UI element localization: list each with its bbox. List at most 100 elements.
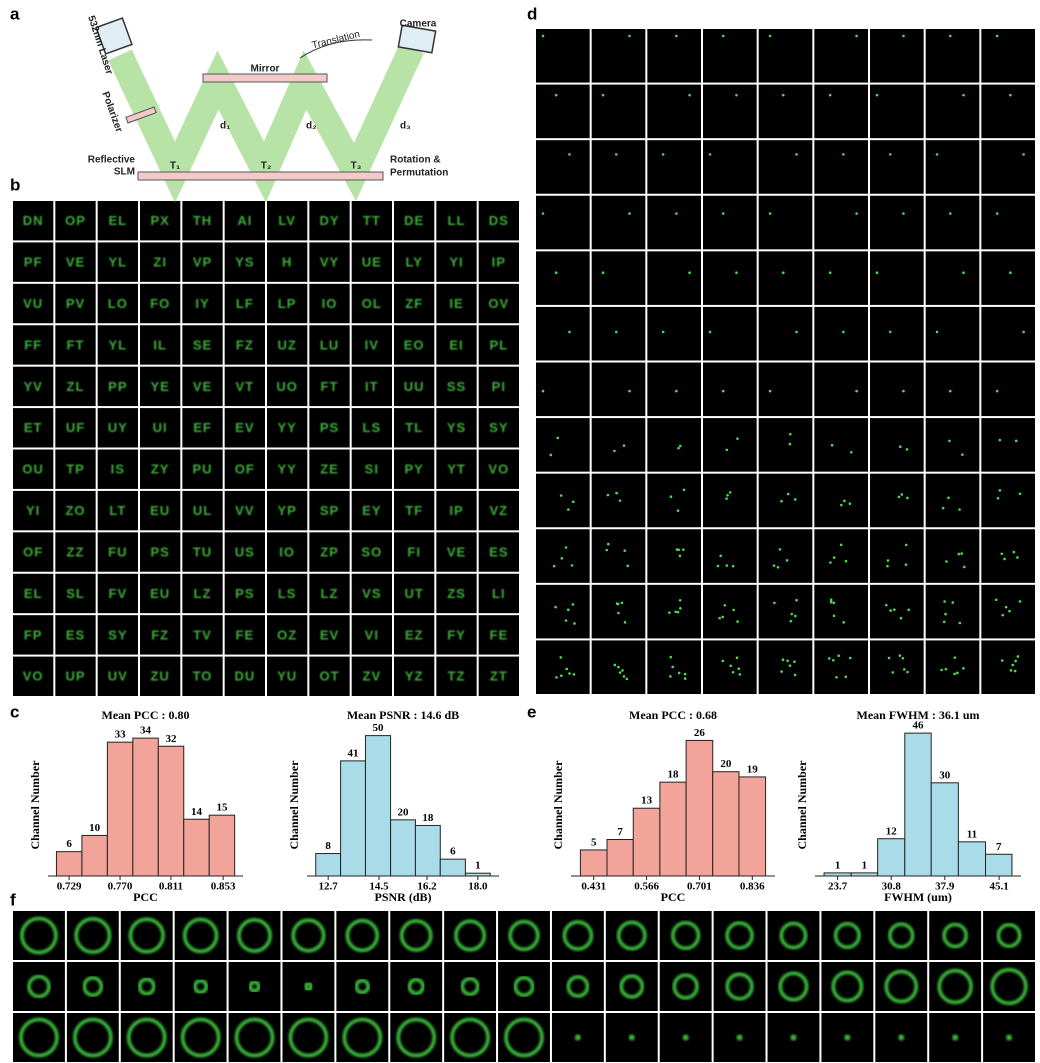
bar-label: 26 bbox=[694, 727, 706, 739]
spot-tile bbox=[703, 585, 757, 639]
letter-pair: SL bbox=[66, 586, 85, 601]
spot-tile bbox=[647, 363, 701, 417]
spot-tile bbox=[536, 363, 590, 417]
spot bbox=[726, 449, 729, 452]
spot bbox=[613, 450, 616, 453]
spot-tile bbox=[703, 251, 757, 305]
spot bbox=[621, 669, 624, 672]
x-tick-label: 0.770 bbox=[108, 881, 133, 893]
spot bbox=[889, 609, 892, 612]
spot bbox=[1015, 440, 1018, 443]
spot bbox=[886, 565, 889, 568]
spot-tile bbox=[536, 85, 590, 139]
spot-tile bbox=[981, 140, 1035, 194]
letter-pair: PS bbox=[150, 544, 169, 559]
letter-pair: PP bbox=[108, 379, 127, 394]
spot bbox=[623, 549, 626, 552]
dot bbox=[737, 1035, 743, 1041]
spot bbox=[948, 440, 951, 443]
spot bbox=[837, 654, 840, 657]
spot bbox=[891, 671, 894, 674]
spot bbox=[1016, 556, 1019, 559]
letter-pair: TO bbox=[193, 669, 213, 684]
spot bbox=[679, 445, 682, 448]
letter-pair: VY bbox=[320, 255, 339, 270]
x-axis-label: PCC bbox=[661, 890, 686, 904]
mirror bbox=[203, 74, 327, 82]
dot bbox=[898, 1035, 904, 1041]
spot bbox=[829, 561, 832, 564]
letter-pair: VT bbox=[236, 379, 255, 394]
spot-tile bbox=[759, 418, 813, 472]
polarizer-label: Polarizer bbox=[99, 90, 124, 134]
spot bbox=[893, 608, 896, 611]
bar bbox=[184, 819, 209, 876]
letter-pair: UO bbox=[276, 379, 298, 394]
spot bbox=[542, 212, 545, 215]
letter-pair: ZP bbox=[320, 544, 339, 559]
spot bbox=[718, 617, 721, 620]
bar bbox=[986, 854, 1012, 876]
spot bbox=[729, 665, 732, 668]
ring-tile bbox=[282, 962, 334, 1011]
x-tick-label: 14.5 bbox=[369, 881, 389, 893]
spot-tile bbox=[536, 307, 590, 361]
rotation-label: Permutation bbox=[390, 168, 448, 179]
spot-tile bbox=[759, 85, 813, 139]
spot bbox=[615, 153, 618, 156]
slm bbox=[138, 172, 383, 180]
spot bbox=[559, 656, 562, 659]
ring-tile bbox=[498, 962, 550, 1011]
spot-tile bbox=[592, 251, 646, 305]
spot bbox=[855, 212, 858, 215]
letter-pair: US bbox=[235, 544, 255, 559]
spot bbox=[556, 437, 559, 440]
spot-tile bbox=[703, 196, 757, 250]
spot-tile bbox=[981, 418, 1035, 472]
spot bbox=[688, 271, 691, 274]
spot bbox=[617, 666, 620, 669]
chart-title: Mean PCC : 0.80 bbox=[102, 708, 190, 722]
spot bbox=[842, 331, 845, 334]
spot-tile bbox=[926, 251, 980, 305]
ring-tile bbox=[875, 911, 927, 960]
letter-pair: SP bbox=[320, 503, 339, 518]
spot-tile bbox=[647, 307, 701, 361]
spot bbox=[573, 622, 576, 625]
spot-tile bbox=[870, 307, 924, 361]
letter-pair: SS bbox=[447, 379, 466, 394]
spot bbox=[662, 331, 665, 334]
letter-pair: PL bbox=[490, 337, 509, 352]
spot bbox=[830, 599, 833, 602]
spot bbox=[542, 35, 545, 38]
spot bbox=[949, 35, 952, 38]
spot bbox=[1009, 271, 1012, 274]
spot bbox=[675, 35, 678, 38]
letter-pair: LY bbox=[405, 255, 422, 270]
spot bbox=[996, 390, 999, 393]
letter-pair: IP bbox=[449, 503, 463, 518]
spot-tile bbox=[759, 140, 813, 194]
spot bbox=[1001, 552, 1004, 555]
spot bbox=[732, 609, 735, 612]
ring-tile bbox=[552, 911, 604, 960]
spot bbox=[565, 619, 568, 622]
panel-label: d bbox=[527, 4, 537, 23]
spot bbox=[790, 620, 793, 623]
spot bbox=[605, 549, 608, 552]
letter-pair: ZF bbox=[405, 296, 423, 311]
bar bbox=[713, 772, 739, 876]
letter-pair: EZ bbox=[405, 627, 424, 642]
spot bbox=[962, 667, 965, 670]
spot bbox=[828, 657, 831, 660]
spot-tile bbox=[759, 251, 813, 305]
spot-tile bbox=[536, 140, 590, 194]
spot bbox=[565, 668, 568, 671]
letter-pair: EU bbox=[150, 503, 170, 518]
bar bbox=[316, 854, 341, 876]
spot bbox=[709, 331, 712, 334]
letter-pair: ZT bbox=[490, 669, 508, 684]
spot bbox=[999, 439, 1002, 442]
bar bbox=[133, 738, 158, 876]
spot-tile bbox=[647, 140, 701, 194]
